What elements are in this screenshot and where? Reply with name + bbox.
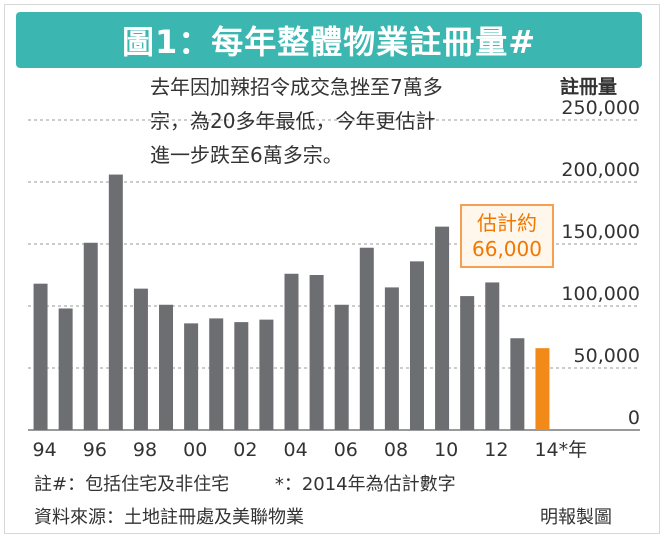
estimate-callout-value: 66,000 (472, 237, 542, 261)
x-tick-label: 12 (484, 439, 508, 461)
bar-2009 (409, 261, 424, 430)
bar-2006 (334, 304, 349, 430)
x-tick-label: 00 (183, 439, 207, 461)
chart-title: 圖1：每年整體物業註冊量# (121, 23, 537, 61)
bar-2013 (510, 338, 525, 430)
x-tick-label: 04 (284, 439, 308, 461)
bar-estimate-2014* (535, 348, 550, 430)
chart-title-bar: 圖1：每年整體物業註冊量# (16, 12, 642, 68)
x-tick-label: 14*年 (534, 439, 587, 461)
bar-2010 (435, 226, 450, 430)
y-tick-label: 200,000 (561, 159, 640, 181)
x-tick-label: 96 (83, 439, 107, 461)
annotation-line: 宗，為20多年最低，今年更估計 (150, 109, 436, 133)
bar-2003 (259, 319, 274, 430)
star-footnote: *：2014年為估計數字 (274, 474, 456, 495)
annotation-line: 去年因加辣招令成交急挫至7萬多 (150, 75, 443, 99)
bar-2011 (460, 296, 475, 430)
y-tick-label: 50,000 (574, 345, 640, 367)
estimate-callout-label: 估計約 (477, 211, 537, 235)
y-axis-label: 註冊量 (560, 76, 618, 98)
bar-2012 (485, 282, 500, 430)
chart-annotation: 去年因加辣招令成交急挫至7萬多 宗，為20多年最低，今年更估計 進一步跌至6萬多… (150, 70, 530, 172)
x-tick-label: 08 (384, 439, 408, 461)
y-tick-labels: 0 50,000 100,000 150,000 200,000 250,000 (561, 97, 640, 429)
bar-2004 (284, 273, 299, 430)
x-tick-label: 10 (434, 439, 458, 461)
bar-2005 (309, 275, 324, 430)
bar-2002 (234, 322, 249, 430)
bar-1994 (33, 283, 48, 430)
bar-1998 (133, 288, 148, 430)
x-tick-label: 94 (33, 439, 57, 461)
estimate-callout: 估計約 66,000 (460, 204, 554, 268)
y-tick-label: 100,000 (561, 283, 640, 305)
annotation-line: 進一步跌至6萬多宗。 (150, 143, 343, 167)
footnote-row: 註#：包括住宅及非住宅 *：2014年為估計數字 (34, 470, 456, 496)
x-tick-label: 06 (334, 439, 358, 461)
bar-2008 (384, 287, 399, 430)
bar-2007 (359, 247, 374, 430)
bar-1997 (108, 174, 123, 430)
bar-1996 (83, 242, 98, 430)
bar-2001 (209, 318, 224, 430)
x-tick-label: 02 (233, 439, 257, 461)
bars (33, 174, 550, 430)
bar-1999 (159, 304, 174, 430)
source-note: 資料來源：土地註冊處及美聯物業 (34, 507, 304, 528)
bar-1995 (58, 308, 73, 430)
y-tick-label: 150,000 (561, 221, 640, 243)
credit-note: 明報製圖 (540, 507, 612, 528)
x-tick-label: 98 (133, 439, 157, 461)
hash-footnote: 註#：包括住宅及非住宅 (34, 474, 230, 495)
bar-2000 (184, 323, 199, 430)
x-tick-labels: 94 96 98 00 02 04 06 08 10 12 14*年 (33, 439, 588, 461)
y-tick-label: 250,000 (561, 97, 640, 119)
y-tick-label: 0 (628, 407, 640, 429)
